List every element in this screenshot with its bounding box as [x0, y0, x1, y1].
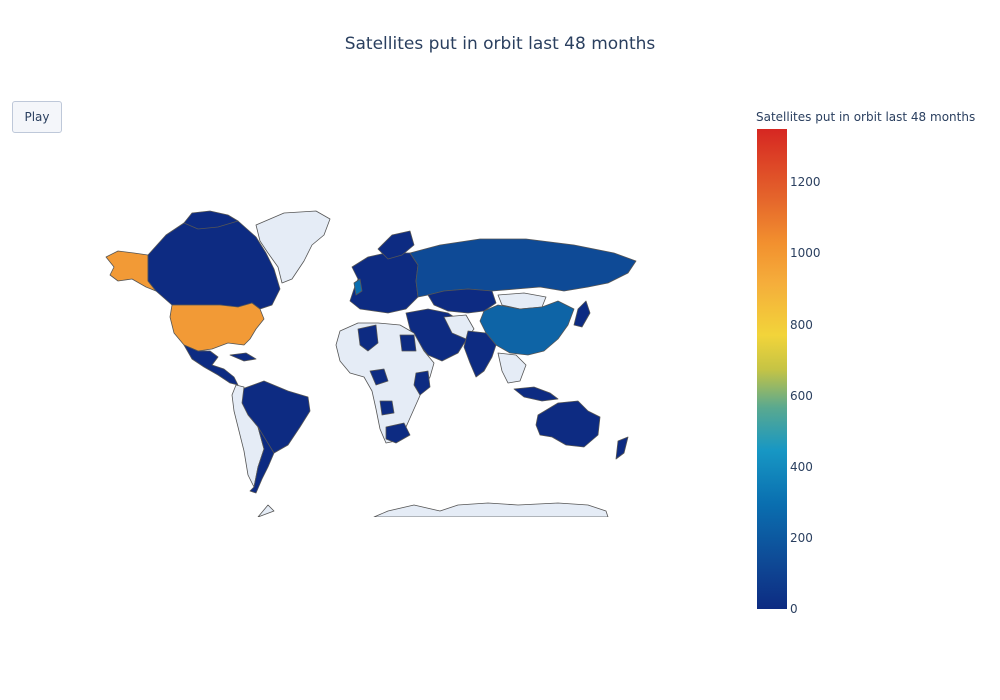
russia — [409, 238, 637, 298]
world-map — [105, 210, 637, 517]
colorbar-tick-label: 400 — [790, 459, 813, 474]
greenland — [255, 210, 331, 284]
antarctica — [257, 502, 609, 517]
mexico — [183, 344, 239, 386]
chart-title: Satellites put in orbit last 48 months — [344, 34, 656, 54]
cuba — [229, 352, 257, 362]
colorbar-title: Satellites put in orbit last 48 months — [756, 110, 976, 124]
uk — [353, 278, 363, 296]
east-africa — [413, 370, 431, 396]
colorbar-tick-label: 200 — [790, 530, 813, 545]
australia — [535, 400, 601, 448]
indonesia — [513, 386, 559, 402]
japan — [573, 300, 591, 328]
colorbar — [757, 129, 787, 609]
argentina — [249, 426, 275, 494]
colorbar-tick-label: 600 — [790, 388, 813, 403]
angola — [379, 400, 395, 416]
colorbar-tick-label: 1000 — [790, 246, 821, 261]
alaska — [105, 250, 157, 292]
india — [463, 330, 497, 378]
play-button[interactable]: Play — [12, 101, 62, 133]
egypt — [399, 334, 417, 352]
colorbar-tick-label: 1200 — [790, 175, 821, 190]
colorbar-tick-label: 0 — [790, 602, 798, 616]
algeria — [357, 324, 379, 352]
arctic-islands — [183, 210, 239, 230]
southeast-asia — [497, 352, 527, 384]
kazakhstan — [427, 288, 497, 314]
nigeria — [369, 368, 389, 386]
colorbar-tick-label: 800 — [790, 317, 813, 332]
scandinavia — [377, 230, 415, 260]
south-africa — [385, 422, 411, 444]
united-states — [169, 302, 265, 352]
new-zealand — [615, 436, 629, 460]
